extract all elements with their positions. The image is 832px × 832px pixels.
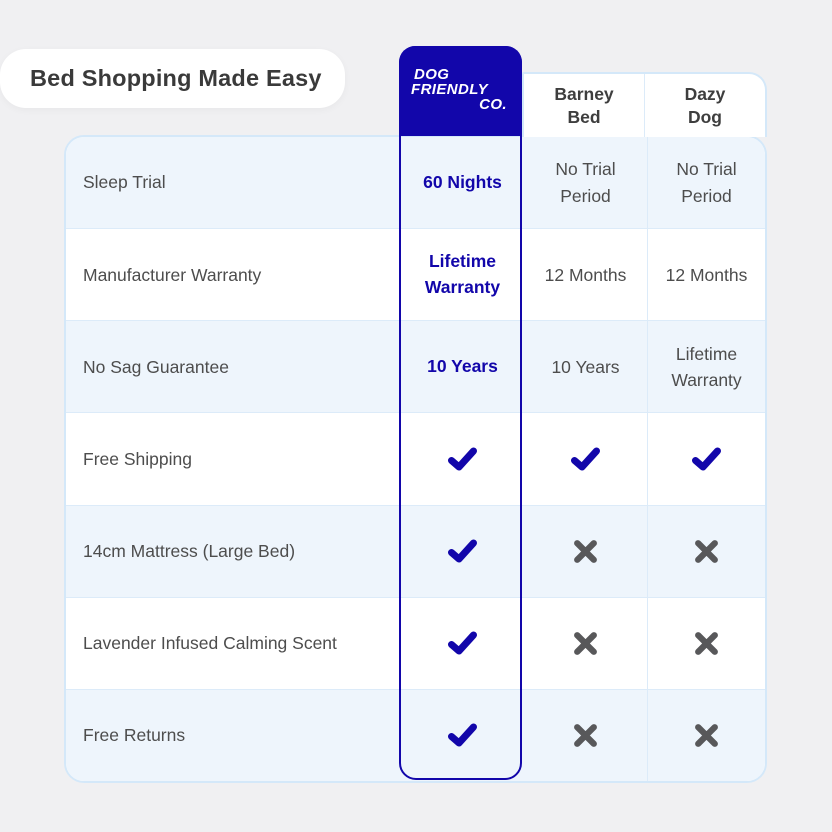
competitor-header-strip: Barney Bed Dazy Dog: [522, 72, 767, 137]
barney-value-cell: [524, 690, 647, 781]
barney-value-cell: 10 Years: [524, 321, 647, 412]
check-icon: [447, 723, 478, 747]
column-header-dazy-dog: Dazy Dog: [644, 74, 765, 137]
brand-logo-line-3: CO.: [479, 95, 507, 113]
barney-value-cell: [524, 506, 647, 597]
feature-label: Free Returns: [83, 725, 186, 746]
brand-value-cell: [401, 598, 524, 689]
check-icon: [447, 447, 478, 471]
value-text: Lifetime Warranty: [671, 343, 742, 390]
value-text: No Trial Period: [555, 159, 616, 206]
x-icon: [693, 722, 720, 749]
dazy-value-cell: [647, 597, 765, 689]
brand-value-cell: [401, 690, 524, 781]
x-icon: [693, 538, 720, 565]
table-row: Free Shipping: [66, 413, 765, 506]
dazy-value-cell: Lifetime Warranty: [647, 321, 765, 413]
comparison-table: Sleep Trial 60 Nights No Trial Period No Tr…: [64, 135, 767, 783]
page-title: Bed Shopping Made Easy: [30, 65, 322, 91]
brand-value-cell: 10 Years: [401, 321, 524, 412]
check-icon: [447, 539, 478, 563]
brand-logo-line-1: DOG: [414, 65, 450, 83]
table-row: Sleep Trial 60 Nights No Trial Period No Tr…: [66, 137, 765, 230]
x-icon: [572, 630, 599, 657]
table-row: 14cm Mattress (Large Bed): [66, 505, 765, 598]
value-text: No Trial Period: [676, 159, 737, 206]
highlight-value: Lifetime Warranty: [424, 251, 501, 297]
feature-label: Lavender Infused Calming Scent: [83, 633, 337, 654]
x-icon: [693, 630, 720, 657]
dazy-value-cell: [647, 413, 765, 505]
x-icon: [572, 722, 599, 749]
table-row: Lavender Infused Calming Scent: [66, 597, 765, 690]
value-text: 12 Months: [665, 264, 748, 285]
check-icon: [447, 631, 478, 655]
feature-label: No Sag Guarantee: [83, 356, 229, 377]
brand-logo-line-2: FRIENDLY: [411, 80, 489, 98]
feature-label: Sleep Trial: [83, 172, 166, 193]
highlight-value: 10 Years: [427, 356, 498, 377]
barney-value-cell: [524, 413, 647, 504]
dazy-value-cell: 12 Months: [647, 229, 765, 321]
table-row: Free Returns: [66, 689, 765, 781]
check-icon: [570, 447, 601, 471]
value-text: 10 Years: [551, 356, 620, 377]
dazy-value-cell: [647, 689, 765, 781]
brand-value-cell: [401, 506, 524, 597]
barney-value-cell: 12 Months: [524, 229, 647, 320]
check-icon: [691, 447, 722, 471]
brand-value-cell: 60 Nights: [401, 137, 524, 228]
feature-label: Manufacturer Warranty: [83, 264, 262, 285]
feature-label: Free Shipping: [83, 448, 192, 469]
brand-value-cell: Lifetime Warranty: [401, 229, 524, 320]
barney-value-cell: [524, 598, 647, 689]
page-title-pill: Bed Shopping Made Easy: [0, 49, 345, 108]
feature-label: 14cm Mattress (Large Bed): [83, 541, 296, 561]
dazy-value-cell: No Trial Period: [647, 137, 765, 229]
value-text: 12 Months: [544, 264, 627, 285]
x-icon: [572, 538, 599, 565]
brand-header-dog-friendly-co: DOG FRIENDLY CO.: [399, 46, 522, 136]
dazy-value-cell: [647, 505, 765, 597]
table-row: Manufacturer Warranty Lifetime Warranty 12…: [66, 229, 765, 322]
barney-value-cell: No Trial Period: [524, 137, 647, 228]
highlight-value: 60 Nights: [423, 171, 502, 192]
column-header-barney-bed: Barney Bed: [554, 83, 614, 127]
brand-value-cell: [401, 413, 524, 504]
table-row: No Sag Guarantee 10 Years 10 Years Lifetime…: [66, 321, 765, 414]
